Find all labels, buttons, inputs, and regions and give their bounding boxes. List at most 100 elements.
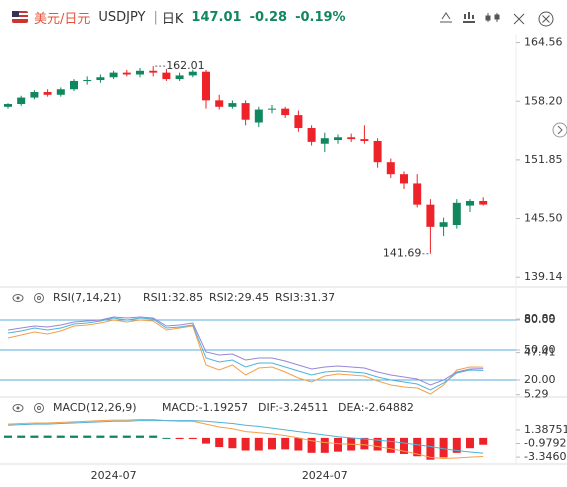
macd-bar [439, 437, 448, 458]
y-tick-label: -0.97929 [524, 437, 567, 450]
min-label: 141.69 [383, 247, 422, 260]
candle-body [268, 108, 276, 110]
toolbar-draw[interactable] [440, 12, 452, 23]
y-tick-label: 164.56 [524, 36, 563, 49]
macd-bar [175, 437, 184, 440]
candle-body [254, 109, 263, 123]
max-label: 162.01 [166, 59, 205, 72]
macd-bar [426, 437, 435, 460]
candle-body [215, 100, 224, 107]
macd-bar [109, 435, 118, 438]
candle-body [4, 104, 12, 107]
candle-body [175, 75, 184, 80]
rsi-settings-icon[interactable] [34, 293, 44, 303]
candle-body [413, 183, 422, 205]
macd-bar [136, 435, 144, 438]
rsi-eye-icon[interactable] [12, 294, 24, 302]
candle-body [162, 72, 171, 80]
macd-bar [43, 435, 52, 438]
macd-bar [360, 437, 369, 450]
candle-body [426, 204, 435, 227]
macd-bar [30, 435, 39, 438]
macd-bar [228, 437, 237, 449]
candle-body [400, 174, 408, 184]
y-tick-label: 5.29 [524, 388, 549, 401]
header: 美元/日元 USDJPY | 日K 147.01 -0.28 -0.19% [0, 0, 567, 34]
macd-bar [83, 435, 92, 438]
rsi-line [7, 319, 484, 395]
candle-body [109, 72, 118, 78]
x-tick-label: 2024-07 [91, 469, 137, 482]
macd-bar [56, 435, 65, 438]
toolbar-compare[interactable] [485, 13, 500, 22]
candle-body [228, 103, 237, 107]
rsi-title: RSI(7,14,21) [53, 291, 121, 304]
candle-body [56, 89, 65, 95]
macd-bar [413, 437, 422, 457]
macd-bar [307, 437, 316, 453]
y-tick-label: 145.50 [524, 212, 563, 225]
divider: | [153, 9, 158, 25]
symbol: USDJPY [98, 9, 146, 25]
y-tick-label: 151.85 [524, 153, 563, 166]
period: 日K [161, 11, 184, 27]
legend-entry: RSI2:29.45 [209, 291, 269, 304]
x-tick-label: 2024-07 [302, 469, 348, 482]
macd-title: MACD(12,26,9) [53, 401, 137, 414]
y-tick-label: 80.00 [524, 313, 556, 326]
toolbar-indicator[interactable] [463, 12, 475, 23]
macd-bar [122, 435, 131, 438]
macd-bar [162, 437, 171, 439]
y-tick-label: 1.38751 [524, 423, 567, 436]
macd-bar [320, 437, 329, 453]
macd-bar [281, 437, 290, 450]
macd-bar [17, 435, 26, 438]
candle-body [83, 80, 92, 82]
candle-body [452, 202, 461, 225]
macd-bar [400, 437, 408, 454]
candle-body [17, 97, 26, 105]
macd-bar [466, 437, 474, 449]
y-tick-label: 139.14 [524, 270, 563, 283]
candle-body [373, 140, 382, 163]
macd-line [7, 419, 484, 460]
flag-icon [12, 11, 28, 23]
y-tick-label: 20.00 [524, 373, 556, 386]
macd-bar [334, 437, 342, 452]
candle-body [360, 139, 369, 141]
macd-line [7, 420, 484, 454]
candle-body [479, 200, 488, 205]
price: 147.01 [191, 9, 242, 25]
toolbar-close[interactable] [538, 11, 554, 27]
macd-bar [479, 437, 488, 445]
candle-body [294, 115, 303, 129]
candle-body [30, 92, 39, 98]
candle-body [307, 128, 316, 142]
y-tick-label: -3.34609 [524, 450, 567, 463]
candle-body [70, 80, 78, 90]
candle-body [188, 71, 197, 76]
toolbar-fullscreen[interactable] [513, 13, 525, 25]
legend-entry: MACD:-1.19257 [162, 401, 248, 414]
y-tick-label: 47.41 [524, 346, 556, 359]
toolbar-side[interactable] [552, 122, 567, 138]
y-tick-label: 158.20 [524, 94, 563, 107]
candle-body [320, 138, 329, 144]
legend-entry: DIF:-3.24511 [258, 401, 328, 414]
macd-eye-icon[interactable] [12, 404, 24, 412]
candle-body [334, 137, 342, 141]
macd-bar [268, 437, 276, 450]
macd-bar [254, 437, 263, 451]
change: -0.28 [249, 9, 288, 25]
candle-body [439, 222, 448, 227]
macd-bar [373, 437, 382, 451]
macd-bar [241, 437, 250, 451]
macd-bar [4, 435, 12, 438]
macd-settings-icon[interactable] [34, 403, 44, 413]
candle-body [136, 70, 144, 75]
macd-bar [149, 435, 158, 438]
candle-body [96, 77, 105, 81]
candle-body [149, 70, 158, 73]
